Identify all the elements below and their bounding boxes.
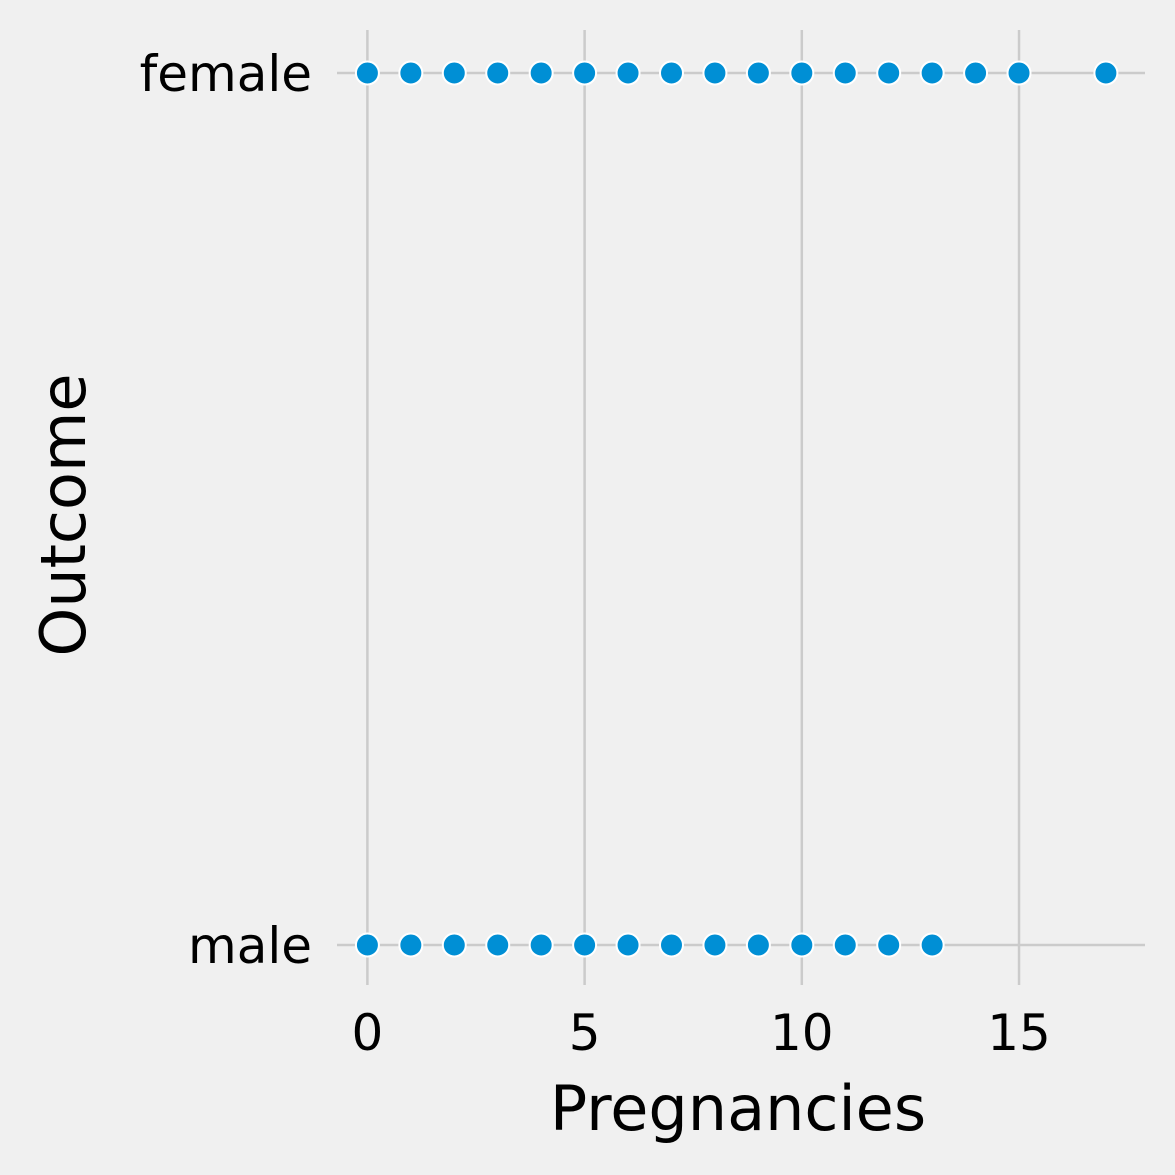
data-point bbox=[702, 932, 728, 958]
data-point bbox=[528, 932, 554, 958]
x-tick-labels: 0 5 10 15 bbox=[352, 1004, 1051, 1062]
data-point bbox=[745, 60, 771, 86]
data-point bbox=[485, 60, 511, 86]
data-point bbox=[876, 60, 902, 86]
data-point bbox=[572, 60, 598, 86]
data-point bbox=[615, 60, 641, 86]
data-point bbox=[832, 932, 858, 958]
data-point bbox=[528, 60, 554, 86]
data-point bbox=[441, 932, 467, 958]
y-tick-label: male bbox=[188, 917, 312, 975]
x-gridlines bbox=[366, 30, 1021, 985]
data-point bbox=[441, 60, 467, 86]
data-point bbox=[919, 932, 945, 958]
data-point bbox=[1093, 60, 1119, 86]
data-point bbox=[615, 932, 641, 958]
data-point bbox=[919, 60, 945, 86]
x-tick-label: 0 bbox=[352, 1004, 384, 1062]
data-point bbox=[658, 932, 684, 958]
y-tick-label: female bbox=[140, 45, 312, 103]
x-tick-label: 10 bbox=[770, 1004, 834, 1062]
data-point bbox=[354, 60, 380, 86]
data-point bbox=[789, 60, 815, 86]
data-point bbox=[963, 60, 989, 86]
y-axis-label: Outcome bbox=[27, 374, 100, 657]
data-point bbox=[398, 60, 424, 86]
data-point bbox=[1006, 60, 1032, 86]
data-point bbox=[876, 932, 902, 958]
data-points bbox=[354, 60, 1119, 958]
data-point bbox=[354, 932, 380, 958]
data-point bbox=[745, 932, 771, 958]
x-axis-label: Pregnancies bbox=[550, 1072, 926, 1145]
data-point bbox=[572, 932, 598, 958]
data-point bbox=[485, 932, 511, 958]
data-point bbox=[702, 60, 728, 86]
x-tick-label: 15 bbox=[987, 1004, 1051, 1062]
y-tick-labels: female male bbox=[140, 45, 312, 975]
data-point bbox=[398, 932, 424, 958]
x-tick-label: 5 bbox=[569, 1004, 601, 1062]
data-point bbox=[658, 60, 684, 86]
data-point bbox=[789, 932, 815, 958]
y-gridlines bbox=[337, 71, 1145, 947]
data-point bbox=[832, 60, 858, 86]
